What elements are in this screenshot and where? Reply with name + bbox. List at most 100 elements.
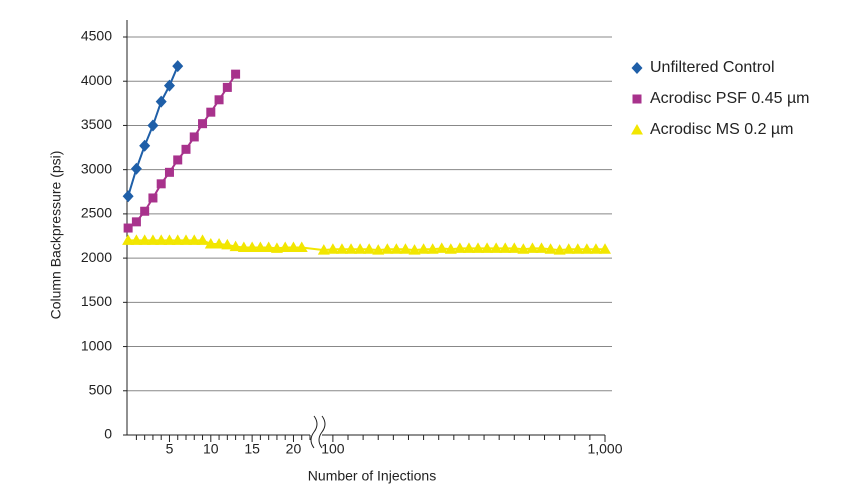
triangle-marker: [279, 241, 292, 252]
triangle-marker: [517, 243, 530, 254]
triangle-marker: [381, 243, 394, 254]
triangle-marker: [254, 241, 267, 252]
square-marker: [156, 179, 166, 189]
x-tick-label: 15: [244, 441, 260, 457]
triangle-marker: [481, 242, 494, 253]
square-marker: [173, 155, 183, 165]
triangle-marker: [444, 243, 457, 254]
triangle-marker: [472, 242, 485, 253]
y-tick-label: 3500: [81, 116, 112, 132]
triangle-marker: [335, 243, 348, 254]
triangle-marker: [562, 243, 575, 254]
legend-label: Acrodisc MS 0.2 µm: [650, 121, 793, 138]
triangle-marker: [188, 234, 201, 245]
triangle-marker: [589, 243, 602, 254]
triangle-marker: [363, 243, 376, 254]
triangle-marker: [246, 241, 259, 252]
triangle-marker: [571, 243, 584, 254]
square-marker: [222, 82, 232, 92]
triangle-marker: [435, 242, 448, 253]
triangle-marker: [196, 234, 209, 245]
triangle-marker: [372, 244, 385, 255]
triangle-marker: [213, 237, 226, 249]
series: [122, 234, 611, 255]
x-tick-label: 10: [203, 441, 219, 457]
diamond-marker: [631, 62, 643, 74]
triangle-marker: [326, 243, 339, 254]
legend-label: Acrodisc PSF 0.45 µm: [650, 90, 810, 107]
triangle-marker: [453, 242, 466, 253]
triangle-marker: [295, 241, 308, 252]
x-tick-label: 100: [321, 441, 345, 457]
square-marker: [164, 167, 174, 177]
break-mark: [310, 415, 318, 449]
triangle-marker: [580, 243, 593, 254]
y-tick-label: 4000: [81, 72, 112, 88]
square-marker: [189, 132, 199, 142]
legend-label: Unfiltered Control: [650, 59, 775, 76]
y-tick-label: 2500: [81, 205, 112, 221]
triangle-marker: [631, 124, 643, 135]
y-tick-label: 4500: [81, 28, 112, 44]
triangle-marker: [599, 243, 611, 254]
break-mark: [318, 415, 326, 449]
triangle-marker: [204, 237, 217, 249]
diamond-marker: [172, 60, 184, 73]
y-tick-label: 1500: [81, 293, 112, 309]
triangle-marker: [462, 242, 475, 253]
triangle-marker: [146, 234, 159, 245]
y-axis-title: Column Backpressure (psi): [48, 151, 64, 320]
triangle-marker: [417, 243, 430, 254]
y-tick-label: 3000: [81, 160, 112, 176]
y-tick-label: 500: [89, 381, 113, 397]
triangle-marker: [408, 244, 421, 255]
diamond-marker: [163, 79, 175, 92]
triangle-marker: [490, 242, 503, 253]
triangle-marker: [544, 243, 557, 254]
triangle-marker: [130, 234, 143, 245]
square-marker: [148, 193, 158, 203]
square-marker: [123, 223, 133, 233]
triangle-marker: [163, 234, 176, 245]
y-tick-label: 2000: [81, 249, 112, 265]
triangle-marker: [526, 242, 539, 253]
triangle-marker: [345, 243, 358, 254]
diamond-marker: [139, 139, 151, 152]
diamond-marker: [155, 95, 167, 108]
triangle-marker: [180, 234, 192, 245]
triangle-marker: [399, 243, 412, 254]
triangle-marker: [138, 234, 151, 245]
triangle-marker: [317, 244, 330, 255]
triangle-marker: [508, 242, 521, 253]
x-tick-label: 1,000: [587, 441, 622, 457]
triangle-marker: [553, 244, 566, 255]
y-tick-label: 1000: [81, 337, 112, 353]
triangle-marker: [237, 241, 250, 252]
square-marker: [231, 69, 241, 79]
axis-break: [310, 415, 326, 449]
triangle-marker: [287, 241, 300, 252]
series: [123, 69, 241, 233]
square-marker: [206, 107, 216, 117]
square-marker: [214, 95, 224, 105]
square-marker: [140, 206, 150, 216]
x-tick-label: 20: [286, 441, 302, 457]
triangle-marker: [262, 241, 275, 252]
square-marker: [632, 94, 642, 104]
diamond-marker: [122, 190, 134, 203]
triangle-marker: [155, 234, 168, 245]
x-axis-title: Number of Injections: [308, 468, 436, 484]
triangle-marker: [221, 238, 234, 250]
triangle-marker: [171, 234, 184, 245]
square-marker: [181, 144, 191, 154]
y-tick-label: 0: [104, 426, 112, 442]
square-marker: [131, 217, 141, 227]
diamond-marker: [130, 162, 142, 175]
triangle-marker: [122, 234, 135, 245]
triangle-marker: [390, 243, 403, 254]
x-tick-label: 5: [166, 441, 174, 457]
series: [122, 60, 184, 203]
triangle-marker: [499, 242, 512, 253]
